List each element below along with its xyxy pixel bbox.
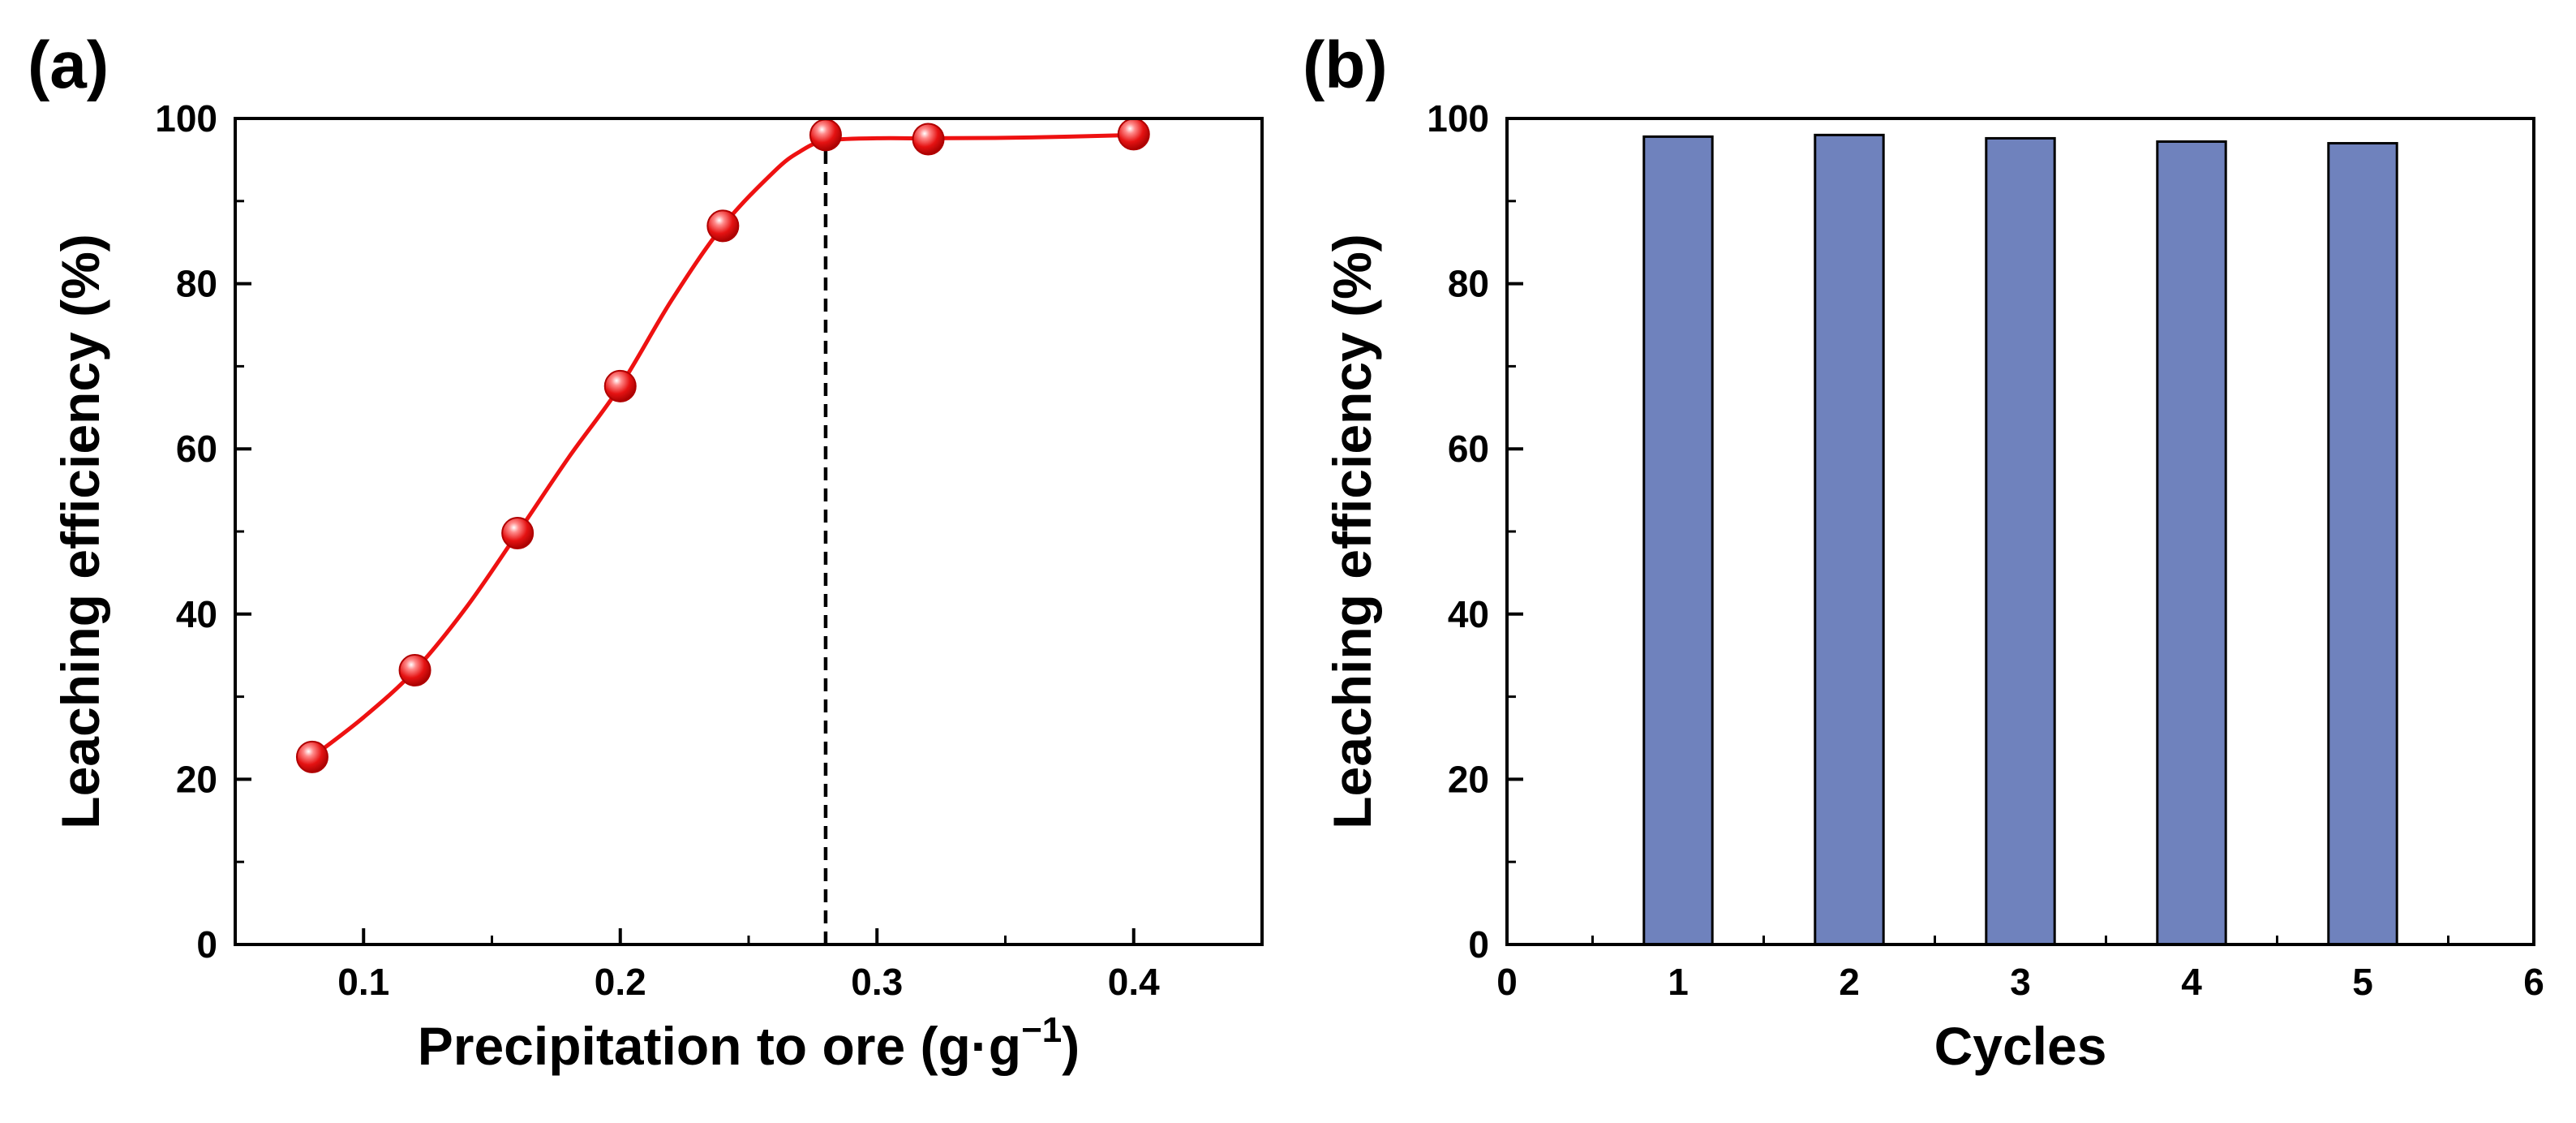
panel-a-data-point (295, 740, 328, 773)
b-y-tick-label: 40 (1448, 593, 1489, 635)
b-x-tick-label: 6 (2523, 961, 2544, 1003)
panel-a: (a) 0 20 40 60 80 100 0.1 0.2 0.3 0.4 Leaching ef… (28, 28, 1264, 1076)
b-y-tick-label: 80 (1448, 263, 1489, 305)
panel-b-label: (b) (1303, 28, 1388, 102)
a-y-tick-label: 0 (196, 923, 217, 966)
panel-a-data-point (603, 369, 637, 402)
panel-a-data-point (912, 123, 945, 156)
b-x-tick-label: 0 (1496, 961, 1518, 1003)
panel-a-tick-labels: 0 20 40 60 80 100 0.1 0.2 0.3 0.4 (155, 97, 1160, 1003)
b-x-tick-label: 5 (2352, 961, 2373, 1003)
panel-a-data-point (706, 209, 740, 243)
panel-a-label: (a) (28, 28, 109, 102)
panel-a-x-axis-title: Precipitation to ore (g·g−1) (418, 1010, 1080, 1076)
panel-b-bar (2156, 140, 2227, 946)
a-x-tick-label: 0.2 (595, 961, 646, 1003)
b-x-tick-label: 4 (2181, 961, 2202, 1003)
b-x-tick-label: 1 (1668, 961, 1689, 1003)
panel-a-data-point (809, 118, 842, 152)
a-y-tick-label: 20 (176, 758, 217, 800)
panel-b-y-axis-title: Leaching efficiency (%) (1322, 234, 1382, 829)
a-y-tick-label: 100 (155, 97, 217, 140)
b-x-tick-label: 2 (1839, 961, 1860, 1003)
panel-a-plot-frame (234, 117, 1264, 946)
b-x-tick-label: 3 (2010, 961, 2031, 1003)
panel-b-plot-frame (1505, 117, 2535, 946)
panel-b: (b) 0 20 40 60 80 100 0 1 2 3 4 5 6 Leaching efficie… (1303, 28, 2544, 1076)
b-y-tick-label: 20 (1448, 758, 1489, 800)
panel-a-x-axis-title-close: ) (1062, 1016, 1080, 1076)
a-x-tick-label: 0.3 (851, 961, 903, 1003)
b-y-tick-label: 60 (1448, 428, 1489, 470)
panel-b-bar (2327, 142, 2398, 946)
panel-a-x-axis-title-sup: −1 (1021, 1010, 1062, 1050)
a-y-tick-label: 40 (176, 593, 217, 635)
panel-b-bar (1642, 135, 1714, 946)
panel-a-data-point (501, 517, 535, 550)
a-y-tick-label: 60 (176, 428, 217, 470)
panel-b-tick-labels: 0 20 40 60 80 100 0 1 2 3 4 5 6 (1427, 97, 2544, 1003)
panel-a-points-layer (295, 118, 1150, 773)
a-y-tick-label: 80 (176, 263, 217, 305)
panel-a-data-point (1117, 118, 1150, 151)
panel-a-data-point (398, 654, 431, 687)
a-x-tick-label: 0.1 (337, 961, 389, 1003)
panel-b-bar (1985, 136, 2056, 946)
a-x-tick-label: 0.4 (1108, 961, 1160, 1003)
panel-a-ticks (235, 117, 1136, 946)
panel-b-x-axis-title: Cycles (1934, 1016, 2107, 1076)
panel-a-x-axis-title-main: Precipitation to ore (g·g (418, 1016, 1021, 1076)
panel-a-y-axis-title: Leaching efficiency (%) (50, 234, 110, 829)
b-y-tick-label: 0 (1468, 923, 1489, 966)
panel-b-bar (1814, 133, 1885, 946)
b-y-tick-label: 100 (1427, 97, 1489, 140)
panel-b-bars-layer (1642, 133, 2398, 946)
